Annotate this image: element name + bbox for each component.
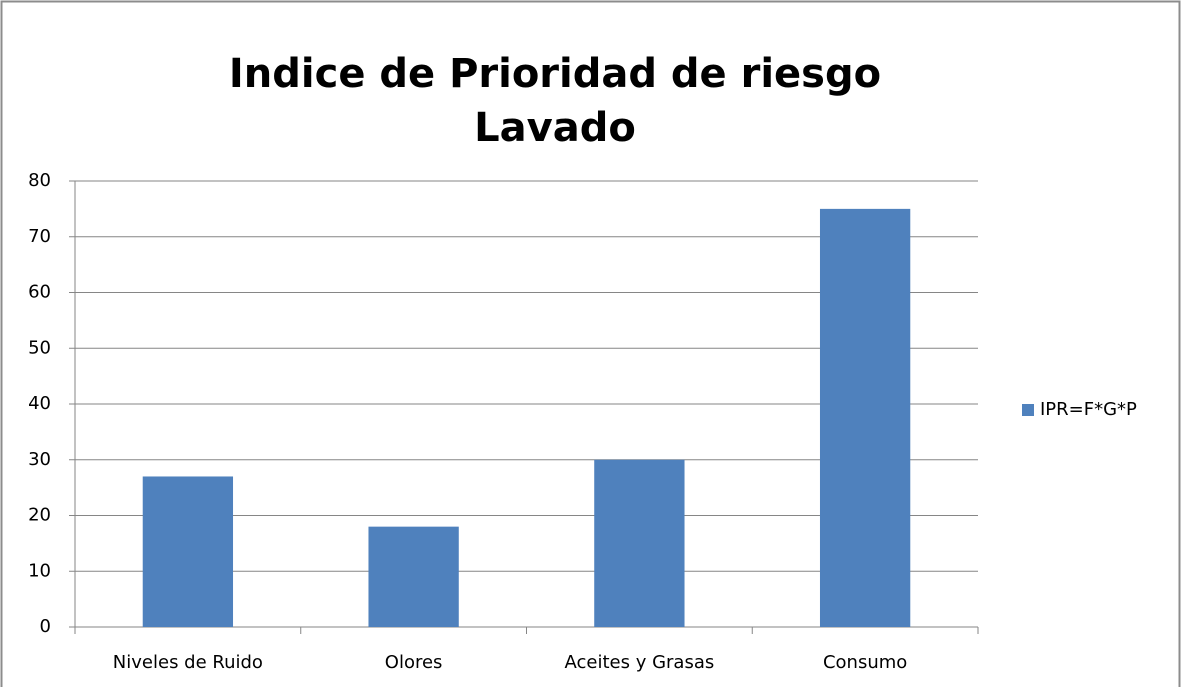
y-tick-label: 70 [28, 226, 51, 247]
x-tick-label: Aceites y Grasas [565, 652, 715, 673]
y-tick-label: 60 [28, 282, 51, 303]
legend-label: IPR=F*G*P [1040, 399, 1137, 420]
y-tick-label: 20 [28, 505, 51, 526]
y-tick-label: 10 [28, 560, 51, 581]
bar [819, 208, 911, 627]
x-tick-label: Consumo [823, 652, 907, 673]
chart-title: Indice de Prioridad de riesgo [229, 51, 881, 97]
y-tick-label: 50 [28, 337, 51, 358]
y-tick-label: 30 [28, 449, 51, 470]
x-tick-label: Niveles de Ruido [113, 652, 263, 673]
y-tick-label: 0 [40, 616, 51, 637]
y-tick-label: 40 [28, 393, 51, 414]
bar [594, 459, 685, 627]
bar [142, 476, 234, 627]
chart-title: Lavado [474, 105, 636, 151]
y-tick-label: 80 [28, 170, 51, 191]
bar [368, 526, 459, 627]
legend-swatch [1022, 404, 1034, 416]
x-tick-label: Olores [385, 652, 443, 673]
